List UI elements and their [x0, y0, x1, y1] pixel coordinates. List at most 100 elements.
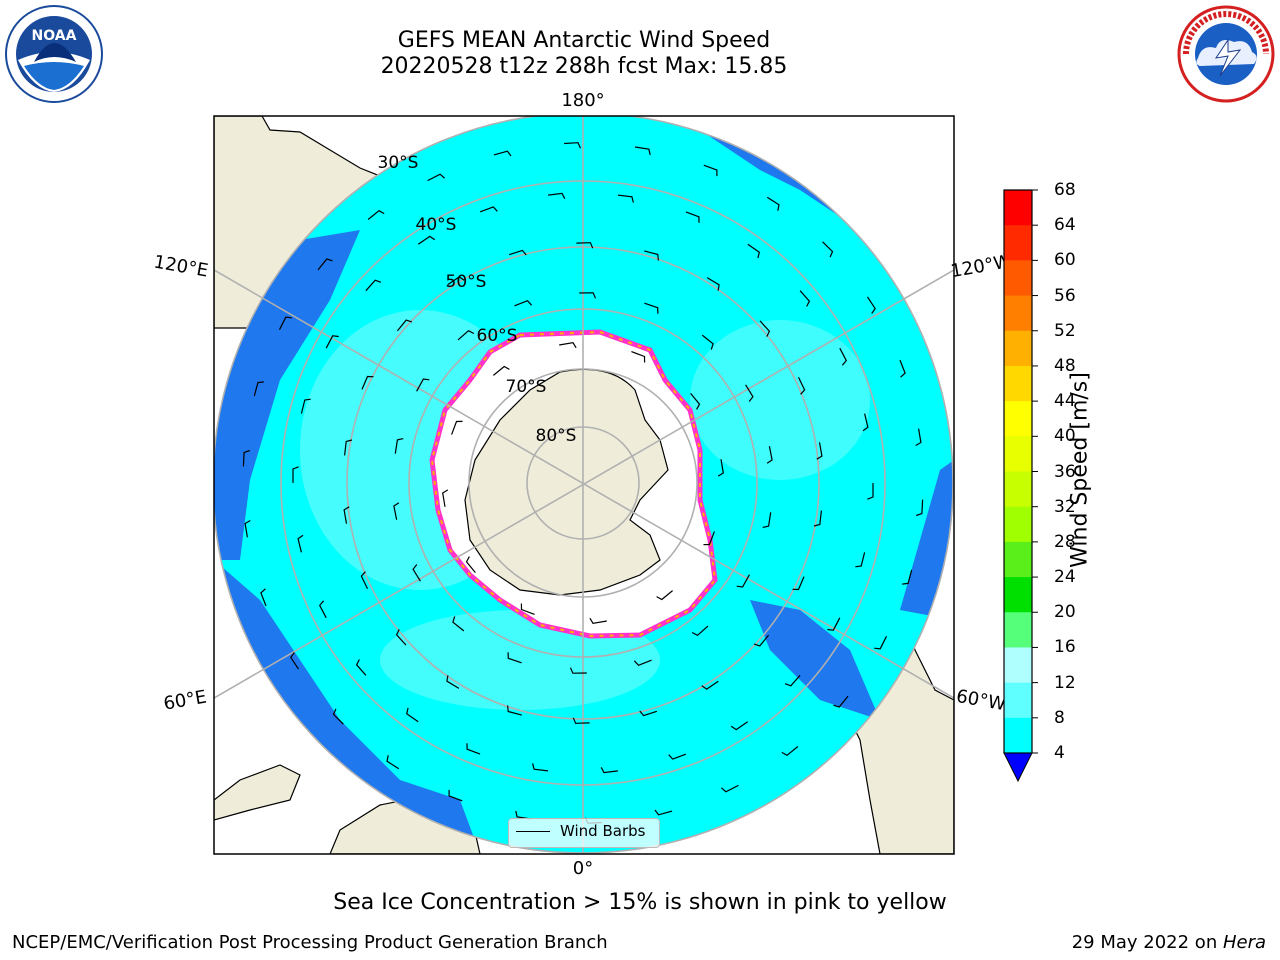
colorbar-segment: [1004, 541, 1032, 578]
wind-barb: [822, 241, 834, 258]
wind-barb: [576, 242, 594, 249]
wind-barb: [745, 384, 754, 402]
colorbar-segment: [1004, 436, 1032, 472]
noaa-logo: NOAA: [5, 5, 103, 103]
wind-barb: [446, 675, 460, 689]
map-title: GEFS MEAN Antarctic Wind Speed: [397, 28, 771, 53]
wind-barb: [451, 420, 463, 435]
colorbar-tick-label: 24: [1054, 567, 1076, 588]
wind-barb: [253, 381, 264, 397]
wind-barb: [600, 767, 618, 774]
wind-barb: [902, 569, 913, 585]
wind-barb: [361, 375, 374, 390]
wind-barb: [406, 707, 419, 723]
wind-barb: [685, 211, 700, 223]
sea-ice-edge: [430, 330, 717, 638]
wind-barb: [297, 534, 304, 553]
colorbar-tick-label: 32: [1054, 496, 1076, 517]
wind-barb: [300, 398, 311, 414]
colorbar-tick-label: 68: [1054, 180, 1076, 200]
legend-label: Wind Barbs: [560, 822, 646, 840]
wind-barb: [343, 506, 350, 524]
colorbar: [1003, 189, 1038, 783]
nws-logo: [1177, 5, 1275, 103]
wind-barb: [242, 449, 250, 467]
legend: [508, 818, 660, 848]
colorbar-tick-label: 16: [1054, 637, 1076, 658]
wind-barb: [572, 717, 590, 724]
wind-barb: [290, 652, 300, 670]
noaa-logo-text: NOAA: [32, 28, 77, 44]
wind-barb: [874, 636, 888, 650]
wind-barb: [386, 755, 400, 770]
wind-barb: [866, 296, 876, 314]
wind-barb: [579, 292, 597, 299]
lon-label-60w: 60°W: [955, 686, 1008, 715]
wind-barb: [344, 439, 353, 456]
wind-barb: [479, 206, 498, 213]
wind-barb: [412, 564, 421, 582]
wind-barb: [564, 142, 582, 149]
colorbar-segment: [1004, 401, 1032, 437]
graticule: [214, 116, 954, 854]
footer-date-text: 29 May 2022 on: [1071, 932, 1223, 953]
wind-barb: [548, 192, 566, 199]
wind-barb: [507, 705, 522, 716]
wind-barb: [394, 438, 404, 454]
colorbar-segment: [1004, 612, 1032, 648]
wind-barb: [493, 365, 510, 376]
wind-barb: [691, 625, 709, 637]
wind-barb: [762, 512, 772, 528]
map-border: [213, 115, 955, 855]
colorbar-tick-label: 28: [1054, 531, 1076, 552]
colorbar-segment: [1004, 190, 1032, 226]
wind-barb: [292, 466, 299, 483]
wind-barb: [759, 320, 771, 337]
colorbar-tick-label: 36: [1054, 461, 1076, 482]
lon-label-120e: 120°E: [152, 251, 210, 281]
wind-barb: [781, 746, 799, 757]
wind-barb: [792, 576, 805, 591]
lat-label-60s: 60°S: [477, 326, 518, 346]
wind-barb: [365, 279, 382, 292]
lon-label-60e: 60°E: [162, 686, 208, 714]
colorbar-tick-label: 44: [1054, 391, 1076, 412]
lon-label-180: 180°: [561, 90, 604, 111]
wind-barb: [395, 629, 407, 646]
wind-barb: [493, 150, 512, 157]
wind-barb: [827, 617, 841, 631]
wind-barb: [816, 442, 823, 460]
wind-barb: [717, 459, 724, 477]
colorbar-segment: [1004, 506, 1032, 543]
colorbar-segment: [1004, 260, 1032, 297]
colorbar-segment: [1004, 225, 1032, 261]
wind-barb: [634, 146, 651, 156]
wind-barb: [507, 652, 522, 664]
wind-barb: [318, 600, 327, 619]
wind-barb: [797, 377, 806, 395]
wind-barb: [833, 695, 849, 708]
wind-barb: [644, 250, 659, 261]
lat-label-50s: 50°S: [446, 272, 487, 292]
wind-barb: [799, 290, 811, 307]
wind-barb: [766, 196, 780, 211]
wind-barb: [915, 428, 922, 447]
colorbar-segment: [1004, 682, 1032, 719]
wind-barb: [532, 763, 549, 772]
colorbar-segment: [1004, 647, 1032, 684]
colorbar-tick-label: 4: [1054, 743, 1065, 763]
wind-barb: [442, 489, 449, 507]
colorbar-segment: [1004, 471, 1032, 508]
wind-barb: [862, 413, 869, 432]
wind-barb: [703, 164, 718, 177]
wind-barb: [559, 342, 577, 349]
wind-barb: [690, 393, 701, 410]
wind-barb: [325, 335, 339, 349]
lat-label-70s: 70°S: [506, 377, 547, 397]
wind-barb: [317, 258, 333, 271]
land-madagascar: [214, 764, 301, 821]
wind-barb: [260, 588, 267, 607]
lon-label-0: 0°: [573, 858, 593, 879]
colorbar-segment: [1004, 577, 1032, 613]
colorbar-tick-label: 52: [1054, 320, 1076, 341]
